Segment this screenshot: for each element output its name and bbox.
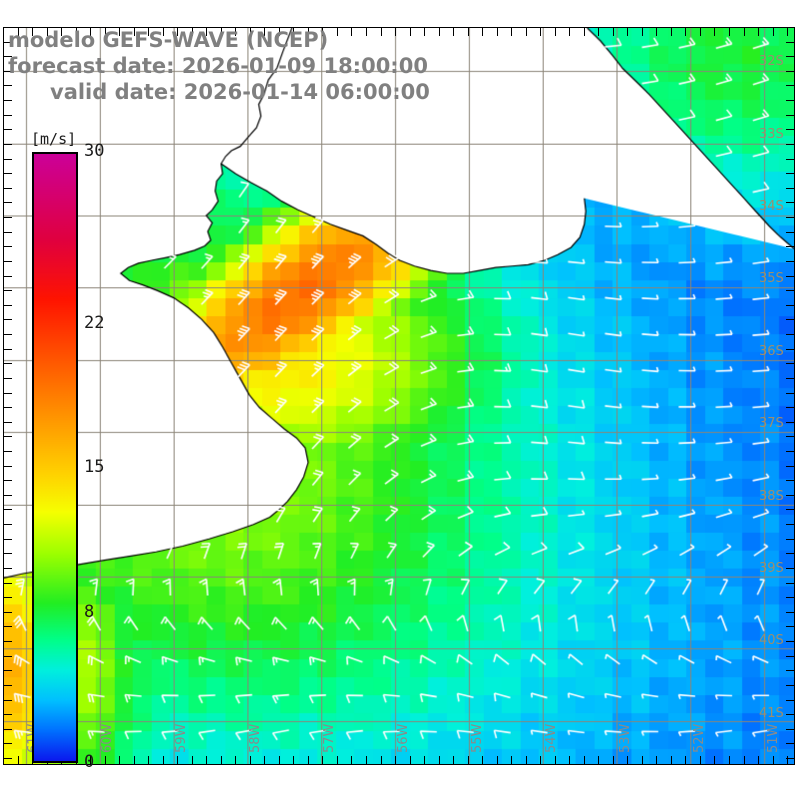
colorbar-tick-8: 8 xyxy=(84,601,95,622)
colorbar-unit-label: [m/s] xyxy=(31,130,77,148)
colorbar-tick-0: 0 xyxy=(84,752,95,772)
colorbar-tick-22: 22 xyxy=(84,312,105,333)
colorbar-gradient-canvas xyxy=(34,154,76,761)
colorbar-tick-15: 15 xyxy=(84,457,105,477)
wind-speed-heatmap-canvas[interactable] xyxy=(4,28,794,764)
colorbar-gradient[interactable] xyxy=(32,152,78,763)
colorbar-tick-30: 30 xyxy=(84,141,105,161)
map-plot-area[interactable] xyxy=(3,27,795,765)
